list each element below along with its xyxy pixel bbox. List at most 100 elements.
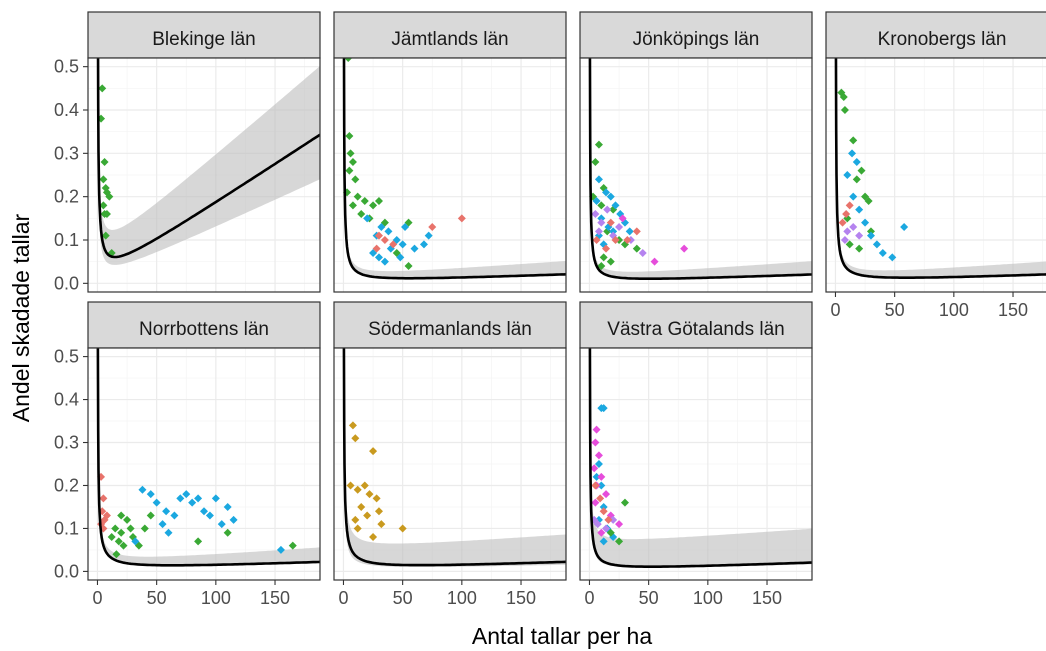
data-point	[603, 205, 612, 214]
x-tick-label: 0	[92, 588, 102, 608]
x-tick-label: 100	[201, 588, 231, 608]
data-point	[404, 262, 413, 270]
data-point	[369, 447, 378, 456]
y-tick-label: 0.2	[54, 187, 79, 207]
data-point	[353, 192, 362, 201]
data-point	[100, 158, 109, 166]
panels-layer: Blekinge län 0.0 0.1 0.2 0.3 0.4 0.5 Jämtlands …	[54, 11, 1046, 608]
y-axis-title: Andel skadade tallar	[8, 213, 34, 422]
data-point	[864, 197, 873, 205]
data-point	[102, 210, 111, 218]
data-point	[592, 472, 601, 481]
panel-border	[825, 57, 1046, 293]
data-point	[374, 231, 383, 240]
data-point	[102, 511, 111, 520]
panel-border	[333, 57, 567, 293]
data-point	[594, 460, 603, 468]
data-point	[843, 171, 852, 179]
facet-title: Södermanlands län	[368, 319, 532, 340]
data-point	[632, 227, 641, 236]
data-point	[594, 175, 603, 184]
data-point	[852, 175, 861, 184]
panel-border	[579, 347, 813, 581]
data-point	[457, 214, 466, 223]
facet-panel: Södermanlands län 0 50 100 150	[333, 301, 567, 608]
data-point	[606, 192, 615, 201]
x-tick-label: 100	[447, 588, 477, 608]
data-point	[205, 511, 214, 520]
y-tick-label: 0.2	[54, 475, 79, 495]
data-point	[842, 210, 851, 218]
data-point	[849, 192, 858, 201]
x-tick-label: 100	[939, 300, 969, 320]
x-tick-label: 50	[147, 588, 167, 608]
data-point	[107, 533, 116, 542]
data-point	[620, 498, 629, 507]
facet-panel: Jämtlands län	[333, 11, 567, 293]
data-point	[638, 249, 647, 257]
data-point	[599, 507, 608, 516]
data-point	[380, 236, 389, 244]
data-point	[111, 524, 120, 533]
data-point	[591, 438, 600, 447]
data-point	[855, 205, 864, 214]
data-point	[363, 214, 372, 223]
data-point	[872, 240, 881, 249]
data-point	[861, 218, 870, 227]
x-tick-label: 50	[639, 588, 659, 608]
data-point	[597, 218, 606, 227]
data-point	[623, 236, 632, 244]
data-point	[345, 132, 354, 140]
fit-line	[342, 58, 566, 280]
y-tick-label: 0.3	[54, 143, 79, 163]
data-point	[348, 158, 357, 166]
data-point	[377, 223, 386, 231]
facet-title: Jönköpings län	[633, 29, 760, 50]
data-point	[401, 223, 410, 231]
data-point	[377, 520, 386, 529]
data-point	[374, 253, 383, 262]
data-point	[276, 545, 285, 554]
x-tick-label: 50	[885, 300, 905, 320]
data-point	[117, 528, 126, 537]
data-point	[900, 223, 909, 231]
data-point	[609, 515, 618, 524]
x-axis-title: Antal tallar per ha	[472, 623, 652, 649]
x-tick-label: 150	[260, 588, 290, 608]
data-point	[152, 498, 161, 507]
data-point	[117, 511, 126, 520]
data-point	[609, 227, 618, 236]
panel-plot-area	[88, 58, 320, 292]
data-point	[360, 197, 369, 205]
data-point	[344, 58, 353, 62]
data-point	[597, 481, 606, 490]
data-point	[604, 515, 613, 524]
panel-plot-area	[826, 58, 1046, 292]
data-point	[105, 192, 114, 201]
data-point	[618, 214, 627, 223]
data-point	[374, 507, 383, 516]
facet-panel: Blekinge län 0.0 0.1 0.2 0.3 0.4 0.5	[54, 11, 321, 293]
data-point	[594, 451, 603, 460]
data-point	[888, 253, 897, 262]
data-point	[351, 515, 360, 524]
data-point	[615, 223, 624, 231]
data-point	[170, 511, 179, 520]
data-point	[611, 236, 620, 244]
data-point	[602, 188, 611, 197]
data-point	[194, 537, 203, 546]
facet-strip	[87, 301, 321, 349]
y-tick-label: 0.1	[54, 230, 79, 250]
data-point	[398, 240, 407, 249]
data-point	[138, 485, 147, 494]
data-point	[866, 231, 875, 240]
data-point	[369, 201, 378, 210]
data-point	[591, 158, 600, 166]
panel-plot-area	[580, 348, 812, 580]
data-point	[599, 404, 608, 413]
data-point	[839, 93, 848, 101]
data-point	[848, 149, 857, 158]
data-point	[611, 201, 620, 210]
data-point	[351, 175, 360, 184]
data-point	[182, 490, 191, 499]
